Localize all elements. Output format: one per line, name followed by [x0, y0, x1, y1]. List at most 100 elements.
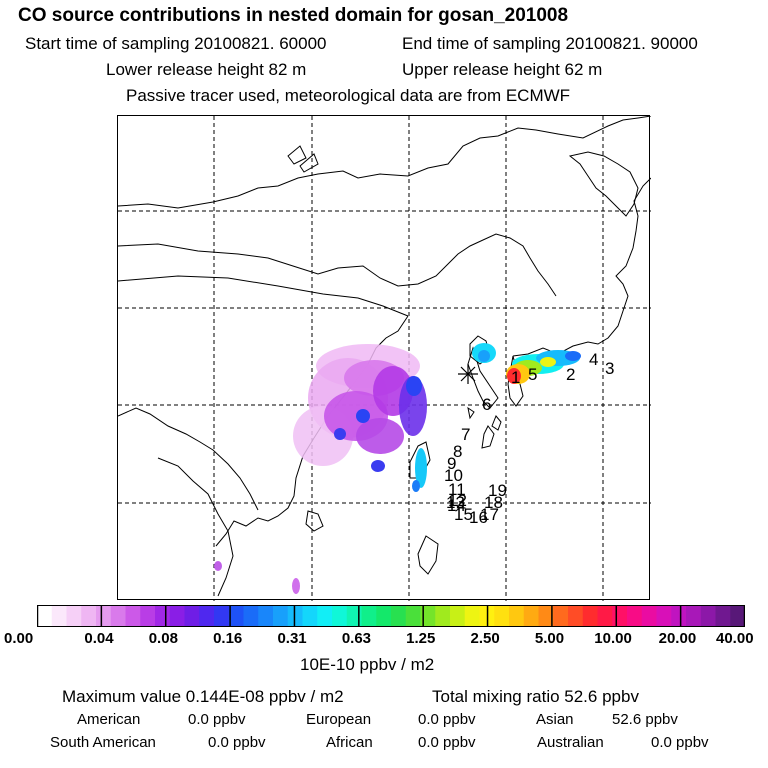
trajectory-label: 16 [469, 508, 488, 527]
source-contribution-map: 1 5 2 4 3 6 7 8 9 10 11 12 13 14 15 16 17 18 19 [117, 115, 651, 601]
colorbar-tick-label: 0.00 [4, 630, 34, 647]
colorbar-tick-label: 5.00 [534, 630, 565, 647]
region-european-name: European [306, 711, 372, 728]
colorbar-cell [509, 605, 525, 627]
colorbar-frame [37, 605, 745, 627]
contribution-field [214, 343, 581, 594]
colorbar-cell [169, 605, 185, 627]
colorbar-cell [464, 605, 480, 627]
lower-release-height: Lower release height 82 m [106, 60, 307, 79]
colorbar-cell [627, 605, 643, 627]
total-mixing-ratio: Total mixing ratio 52.6 ppbv [432, 687, 639, 706]
region-south-american-name: South American [50, 734, 156, 751]
region-african-name: African [326, 734, 373, 751]
colorbar-cell [199, 605, 215, 627]
colorbar-cell [228, 605, 244, 627]
colorbar-cell [346, 605, 362, 627]
colorbar-cell [715, 605, 731, 627]
colorbar-cell [641, 605, 657, 627]
colorbar-cell [568, 605, 584, 627]
region-south-american-value: 0.0 ppbv [208, 734, 266, 751]
maximum-value: Maximum value 0.144E-08 ppbv / m2 [62, 687, 344, 706]
start-time: Start time of sampling 20100821. 60000 [25, 34, 327, 53]
trajectory-label: 1 [511, 368, 520, 387]
colorbar-tick-label: 1.25 [406, 630, 436, 647]
trajectory-label: 7 [461, 425, 470, 444]
colorbar-cell [435, 605, 451, 627]
colorbar-cell [523, 605, 539, 627]
colorbar-tick-label: 2.50 [470, 630, 500, 647]
trajectory-label: 5 [528, 365, 537, 384]
colorbar-cell [494, 605, 510, 627]
colorbar-cell [612, 605, 628, 627]
colorbar-tick-label: 0.08 [148, 630, 178, 647]
colorbar-cell [184, 605, 200, 627]
trajectory-label: 3 [605, 359, 614, 378]
colorbar-cell [37, 605, 53, 627]
colorbar-tick-label: 10.00 [594, 630, 632, 647]
colorbar-cell [361, 605, 377, 627]
colorbar-cell [730, 605, 745, 627]
colorbar-cell [582, 605, 598, 627]
colorbar-cell [140, 605, 156, 627]
colorbar-cell [110, 605, 126, 627]
colorbar [37, 605, 745, 627]
trajectory-label: 17 [480, 505, 499, 524]
colorbar-cell [243, 605, 259, 627]
colorbar-tick-label: 0.16 [213, 630, 243, 647]
region-asian-value: 52.6 ppbv [612, 711, 678, 728]
trajectory-label: 13 [446, 493, 465, 512]
colorbar-cell [376, 605, 392, 627]
colorbar-tick-label: 20.00 [658, 630, 697, 647]
region-african-value: 0.0 ppbv [418, 734, 476, 751]
colorbar-cell [96, 605, 112, 627]
colorbar-cell [258, 605, 274, 627]
colorbar-cell [405, 605, 421, 627]
trajectory-label: 12 [448, 491, 467, 510]
trajectory-label: 18 [484, 493, 503, 512]
trajectory-label: 9 [447, 454, 456, 473]
receptor-asterisk-icon [458, 364, 478, 384]
trajectory-label: 19 [488, 481, 507, 500]
colorbar-tick-label: 40.00 [716, 630, 754, 647]
colorbar-cell [671, 605, 687, 627]
colorbar-cell [597, 605, 613, 627]
colorbar-cell [553, 605, 569, 627]
colorbar-cell [51, 605, 67, 627]
colorbar-tick-label: 0.31 [277, 630, 307, 647]
region-australian-value: 0.0 ppbv [651, 734, 709, 751]
region-american-name: American [77, 711, 141, 728]
colorbar-cell [538, 605, 554, 627]
trajectory-label: 15 [454, 505, 473, 524]
trajectory-label: 6 [482, 395, 491, 414]
upper-release-height: Upper release height 62 m [402, 60, 603, 79]
plot-title: CO source contributions in nested domain… [18, 5, 569, 26]
colorbar-cell [420, 605, 436, 627]
colorbar-cell [273, 605, 289, 627]
colorbar-cell [450, 605, 466, 627]
colorbar-cell [391, 605, 407, 627]
colorbar-cell [302, 605, 318, 627]
colorbar-cell [287, 605, 303, 627]
region-australian-name: Australian [537, 734, 604, 751]
colorbar-cell [214, 605, 230, 627]
region-asian-name: Asian [536, 711, 574, 728]
colorbar-units: 10E-10 ppbv / m2 [300, 655, 435, 674]
colorbar-cell [686, 605, 702, 627]
trajectory-label: 8 [453, 442, 462, 461]
colorbar-cell [155, 605, 171, 627]
trajectory-label: 10 [444, 466, 463, 485]
colorbar-cell [656, 605, 672, 627]
trajectory-label: 14 [447, 496, 466, 515]
region-american-value: 0.0 ppbv [188, 711, 246, 728]
colorbar-cell [332, 605, 348, 627]
trajectory-label: 11 [448, 480, 466, 499]
colorbar-cell [317, 605, 333, 627]
colorbar-tick-label: 0.63 [341, 630, 372, 647]
trajectory-label: 4 [589, 350, 598, 369]
region-european-value: 0.0 ppbv [418, 711, 476, 728]
colorbar-cell [700, 605, 716, 627]
end-time: End time of sampling 20100821. 90000 [402, 34, 698, 53]
